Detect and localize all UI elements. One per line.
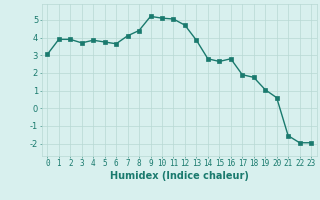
- X-axis label: Humidex (Indice chaleur): Humidex (Indice chaleur): [110, 171, 249, 181]
